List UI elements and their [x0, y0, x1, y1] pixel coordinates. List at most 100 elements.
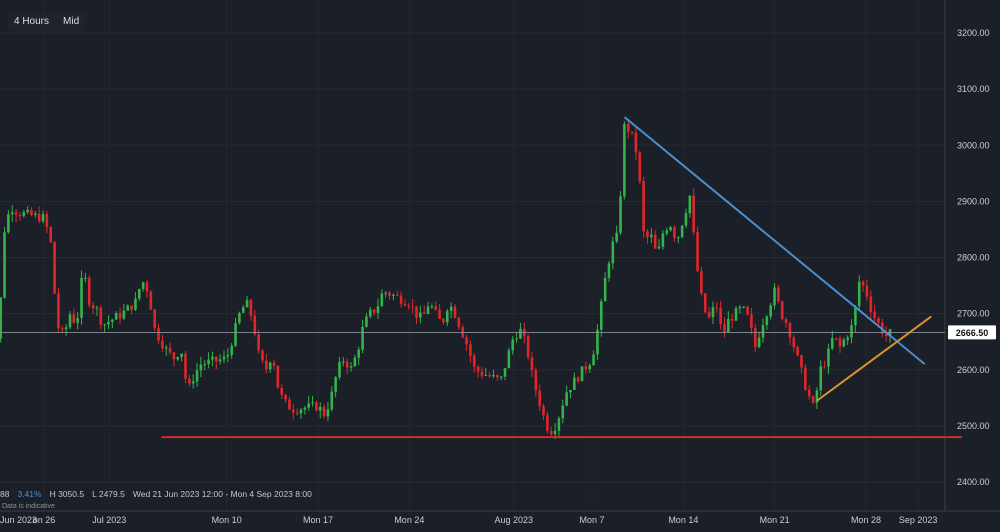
candle-down [696, 231, 699, 272]
candle-up [484, 374, 488, 376]
candle-up [830, 338, 834, 349]
price-mode-selector[interactable]: Mid [63, 16, 80, 27]
candle-up [134, 298, 137, 310]
candle-up [7, 214, 10, 233]
candle-up [761, 325, 765, 338]
candle-up [376, 306, 380, 313]
candle-down [172, 352, 176, 360]
y-tick-label: 2900.00 [957, 196, 990, 206]
candle-down [638, 152, 642, 182]
candle-down [673, 227, 676, 238]
candle-up [650, 234, 653, 238]
candle-up [326, 409, 330, 417]
candle-down [869, 296, 873, 312]
candle-down [488, 374, 491, 377]
candle-down [469, 344, 472, 356]
y-tick-label: 2600.00 [957, 365, 990, 375]
candle-up [68, 314, 72, 328]
candle-up [857, 281, 861, 307]
candle-down [372, 309, 376, 313]
candle-down [411, 306, 414, 308]
candle-down [750, 314, 753, 329]
candle-up [615, 232, 618, 242]
candle-down [584, 366, 588, 370]
candle-up [819, 366, 823, 391]
candle-down [399, 295, 403, 304]
candle-down [534, 370, 538, 391]
candle-down [646, 231, 649, 238]
candle-down [753, 328, 757, 347]
status-value: 88 [0, 489, 10, 499]
candle-down [834, 338, 838, 340]
y-tick-label: 2400.00 [957, 477, 990, 487]
candle-up [80, 277, 83, 318]
candle-up [64, 327, 68, 330]
candle-down [60, 328, 64, 330]
candle-up [103, 324, 106, 326]
candle-up [107, 321, 110, 325]
candle-up [492, 375, 495, 377]
candle-up [318, 406, 322, 411]
candle-up [815, 390, 819, 403]
candle-up [684, 213, 688, 226]
candle-down [788, 323, 792, 338]
candle-down [188, 378, 191, 384]
status-high: H 3050.5 [49, 489, 85, 499]
candle-down [284, 394, 287, 400]
current-price-label: 2666.50 [956, 328, 989, 338]
candle-up [611, 241, 615, 264]
candle-up [503, 368, 507, 377]
x-tick-label: Jul 2023 [92, 515, 126, 525]
candle-up [95, 307, 99, 309]
candle-up [222, 356, 226, 360]
candle-up [357, 349, 361, 358]
candle-down [796, 347, 799, 356]
candle-down [45, 214, 49, 228]
candle-up [141, 282, 145, 289]
candle-down [792, 337, 796, 348]
candle-up [680, 225, 684, 238]
candle-down [576, 377, 580, 382]
candle-up [426, 306, 430, 314]
candle-up [499, 376, 503, 378]
candle-down [457, 317, 461, 328]
current-price-badge [948, 325, 996, 340]
candle-down [249, 299, 253, 316]
candle-up [742, 306, 746, 308]
x-tick-label: Mon 7 [579, 515, 604, 525]
candle-up [688, 195, 692, 214]
candle-down [800, 355, 803, 368]
candle-up [26, 209, 29, 213]
chart-toolbar: 4 Hours Mid [8, 13, 86, 31]
candle-up [592, 354, 595, 366]
candle-up [353, 357, 357, 367]
candle-up [114, 313, 118, 320]
candle-up [773, 287, 776, 306]
x-tick-label-prefix: Jun 2023 [0, 515, 37, 525]
candle-down [118, 313, 122, 319]
candle-down [730, 318, 734, 321]
status-low: L 2479.5 [92, 489, 125, 499]
candle-down [723, 324, 726, 332]
x-tick-label: Aug 2023 [494, 515, 533, 525]
candle-up [603, 277, 607, 302]
candle-up [191, 381, 195, 384]
candle-up [842, 339, 846, 347]
candle-up [738, 306, 742, 309]
candle-down [784, 319, 788, 324]
candle-up [519, 328, 522, 339]
candle-up [661, 233, 665, 247]
candle-up [199, 364, 203, 371]
candle-up [311, 402, 314, 404]
candle-up [41, 214, 45, 222]
candle-down [865, 285, 869, 297]
candle-up [368, 309, 372, 317]
timeframe-selector[interactable]: 4 Hours [14, 16, 50, 27]
candle-down [91, 304, 95, 309]
candle-down [476, 366, 480, 372]
candle-up [384, 292, 387, 294]
candle-up [854, 306, 857, 326]
candle-up [342, 361, 345, 363]
